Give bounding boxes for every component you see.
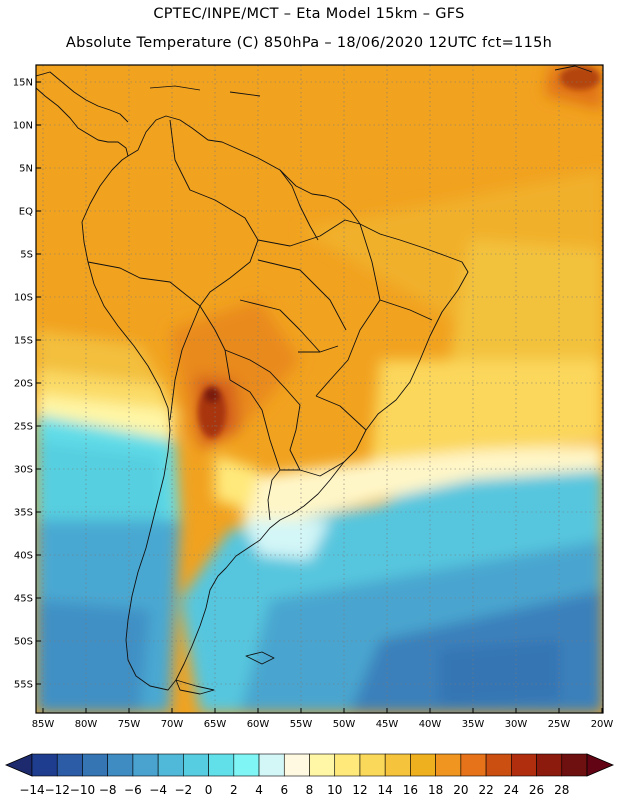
colorbar-label: 6 <box>280 783 288 797</box>
colorbar-label: 22 <box>478 783 493 797</box>
map-frame <box>35 64 604 714</box>
lon-tick-label: 85W <box>32 719 55 730</box>
colorbar-swatch <box>82 753 108 777</box>
colorbar-swatch <box>536 753 563 777</box>
lat-tick-label: 10S <box>14 293 33 304</box>
lon-tick-label: 20W <box>591 719 614 730</box>
lon-tick-label: 60W <box>247 719 270 730</box>
colorbar-swatch <box>31 753 58 777</box>
lat-tick-label: 30S <box>14 465 33 476</box>
colorbar-label: −4 <box>149 783 167 797</box>
lat-tick-label: 20S <box>14 379 33 390</box>
lat-tick-label: 50S <box>14 637 33 648</box>
colorbar-label: 28 <box>554 783 569 797</box>
lat-tick-label: 55S <box>14 680 33 691</box>
colorbar-swatch <box>309 753 336 777</box>
lat-tick-label: 15N <box>13 78 33 89</box>
colorbar-swatch <box>183 753 209 777</box>
lon-tick-label: 70W <box>161 719 184 730</box>
longitude-axis: 85W 80W 75W 70W 65W 60W 55W 50W 45W 40W 35W 30W 25W 2… <box>32 708 614 730</box>
colorbar-label: 18 <box>428 783 443 797</box>
lat-tick-label: 10N <box>13 121 33 132</box>
colorbar-swatch <box>435 753 462 777</box>
colorbar-swatch <box>233 753 260 777</box>
lat-tick-label: 35S <box>14 508 33 519</box>
colorbar-label: 24 <box>504 783 519 797</box>
colorbar-label: −8 <box>99 783 117 797</box>
lon-tick-label: 65W <box>204 719 227 730</box>
colorbar-label: 16 <box>403 783 418 797</box>
lon-tick-label: 25W <box>548 719 571 730</box>
colorbar-label: −10 <box>70 783 95 797</box>
colorbar-high-arrow <box>586 753 615 777</box>
lon-tick-label: 30W <box>505 719 528 730</box>
colorbar-swatch <box>334 753 361 777</box>
lon-tick-label: 35W <box>462 719 485 730</box>
lon-tick-label: 80W <box>75 719 98 730</box>
lon-tick-label: 45W <box>376 719 399 730</box>
lat-lon-grid <box>36 65 603 713</box>
lat-tick-label: 40S <box>14 551 33 562</box>
colorbar-low-arrow <box>4 753 33 777</box>
colorbar-swatch <box>485 753 512 777</box>
latitude-axis: 15N 10N 5N EQ 5S 10S 15S 20S 25S 30S 35S 40S 45S 50S 5… <box>13 78 41 691</box>
colorbar-swatch <box>283 753 310 777</box>
colorbar-label: −6 <box>124 783 142 797</box>
map-subtitle: Absolute Temperature (C) 850hPa – 18/06/… <box>65 35 553 51</box>
lon-tick-label: 50W <box>333 719 356 730</box>
temperature-field <box>36 65 603 713</box>
colorbar-swatch <box>511 753 537 777</box>
lat-tick-label: 15S <box>14 336 33 347</box>
colorbar: −14 −12 −10 −8 −6 −4 −2 0 2 4 6 8 10 12 14 16 18 20 22 24 26… <box>4 753 615 797</box>
colorbar-swatch <box>132 753 159 777</box>
colorbar-swatch <box>359 753 386 777</box>
colorbar-swatch <box>208 753 235 777</box>
colorbar-label: 12 <box>352 783 367 797</box>
colorbar-swatch <box>107 753 134 777</box>
lon-tick-label: 75W <box>118 719 141 730</box>
colorbar-swatch <box>460 753 487 777</box>
colorbar-label: −12 <box>45 783 70 797</box>
colorbar-label: 0 <box>205 783 213 797</box>
colorbar-swatch <box>56 753 83 777</box>
lat-tick-label: 5S <box>20 250 33 261</box>
colorbar-label: 10 <box>327 783 342 797</box>
lat-tick-label: 25S <box>14 422 33 433</box>
coastlines-and-borders <box>36 65 593 695</box>
colorbar-swatch <box>384 753 411 777</box>
colorbar-swatch <box>561 753 588 777</box>
lat-tick-label: 5N <box>19 164 33 175</box>
colorbar-label: −2 <box>175 783 193 797</box>
lat-tick-label: EQ <box>19 207 33 218</box>
colorbar-label: 2 <box>230 783 238 797</box>
colorbar-label: 4 <box>255 783 263 797</box>
colorbar-label: 26 <box>529 783 544 797</box>
colorbar-swatch <box>410 753 436 777</box>
colorbar-label: 14 <box>378 783 393 797</box>
map-title: CPTEC/INPE/MCT – Eta Model 15km – GFS <box>153 6 465 22</box>
colorbar-label: 20 <box>453 783 468 797</box>
lon-tick-label: 40W <box>419 719 442 730</box>
colorbar-swatch <box>157 753 184 777</box>
lon-tick-label: 55W <box>290 719 313 730</box>
colorbar-label: −14 <box>19 783 44 797</box>
colorbar-swatch <box>258 753 285 777</box>
colorbar-label: 8 <box>306 783 314 797</box>
lat-tick-label: 45S <box>14 594 33 605</box>
